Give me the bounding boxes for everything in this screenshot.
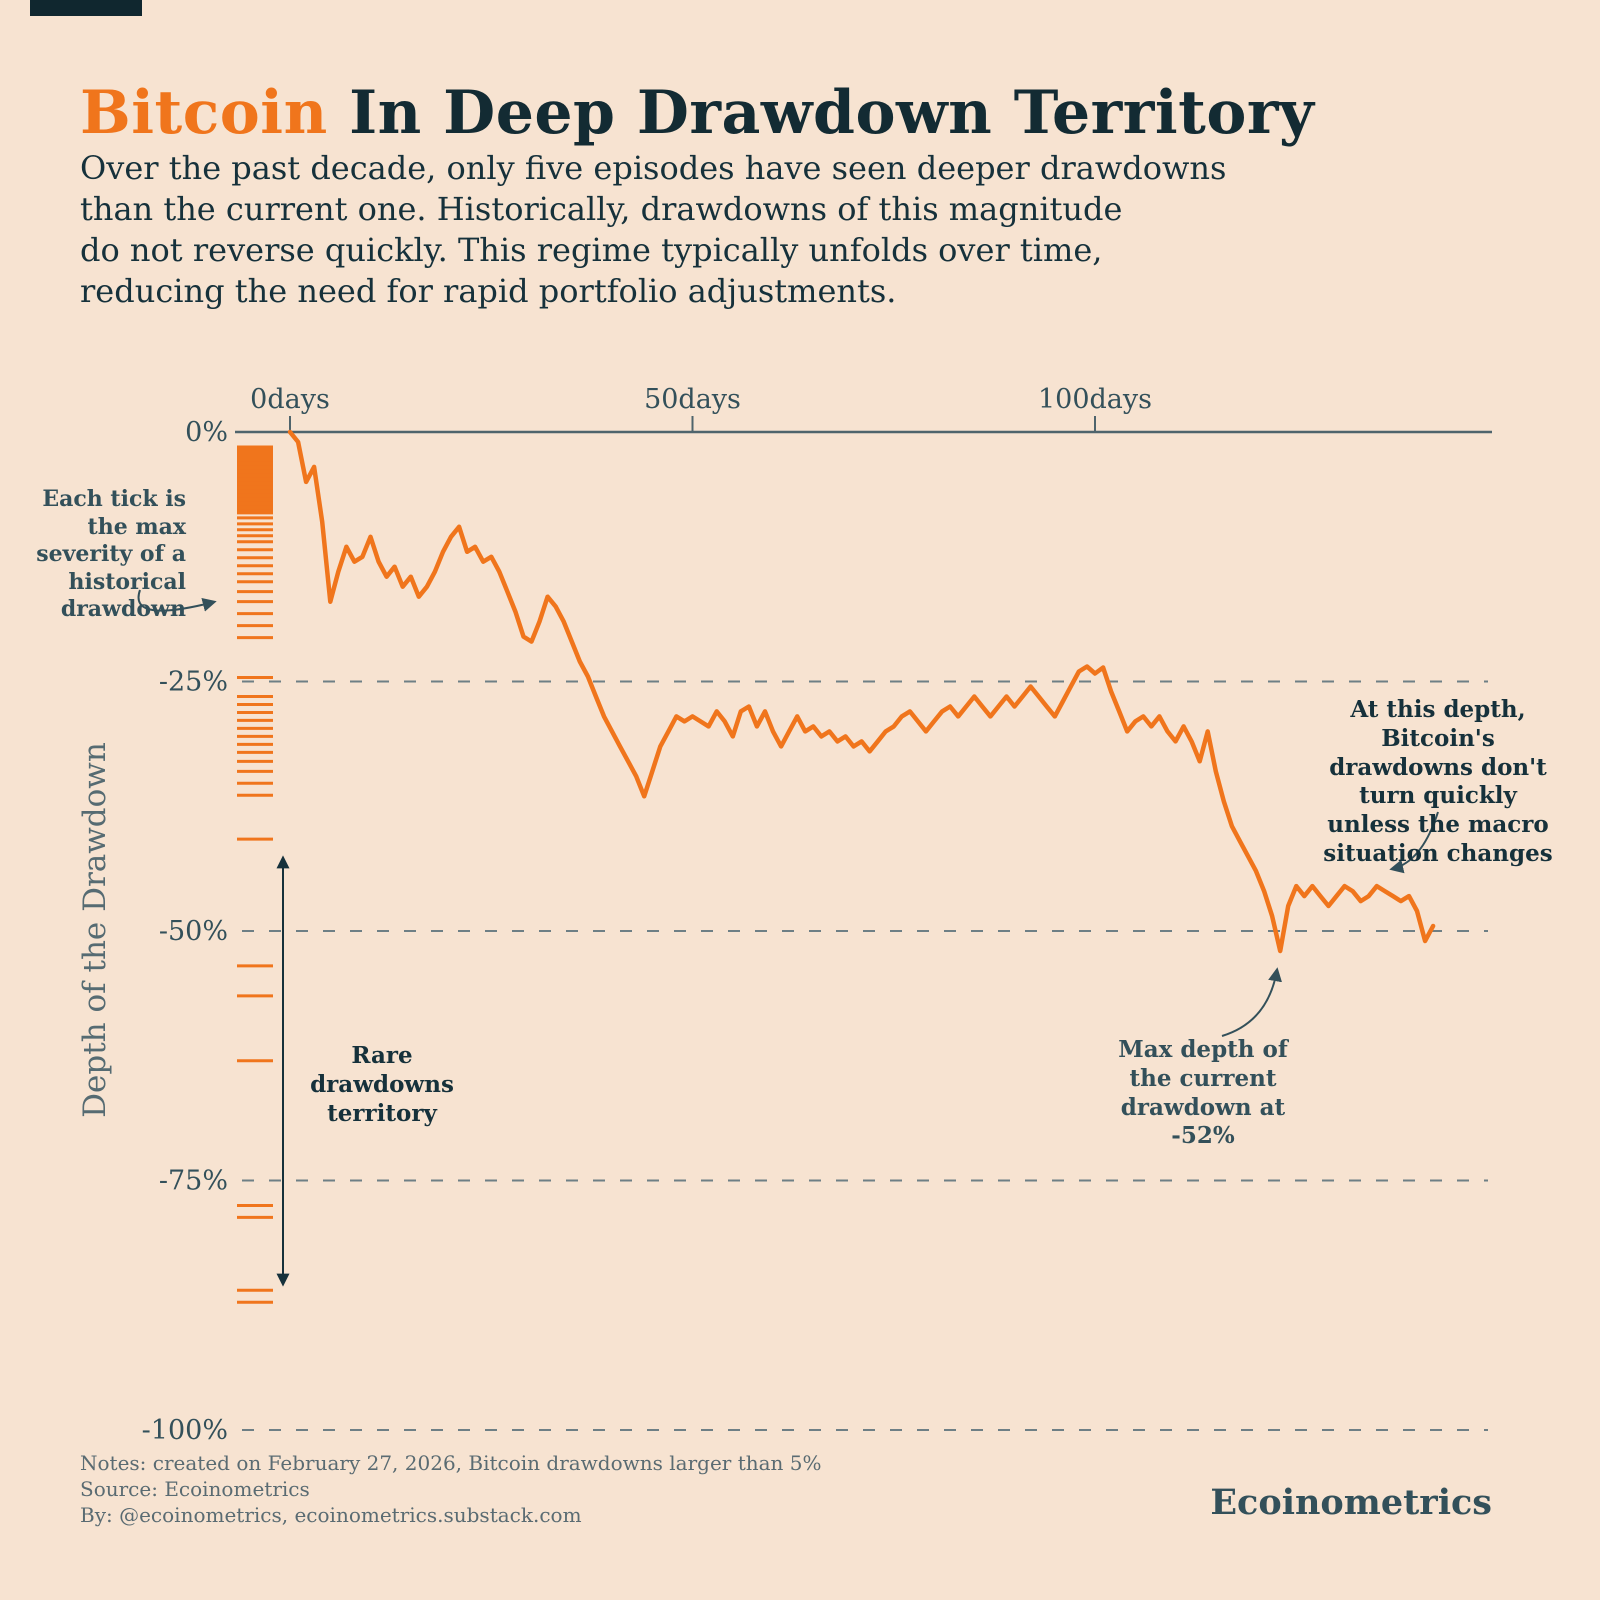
subtitle-line: than the current one. Historically, draw… (80, 189, 1123, 228)
annotation-each-tick: Each tick is the max severity of a histo… (36, 486, 186, 622)
y-tick-label: -75% (159, 1166, 228, 1197)
page-title-accent: Bitcoin (80, 78, 328, 149)
footnote-line: By: @ecoinometrics, ecoinometrics.substa… (80, 1503, 582, 1527)
at-depth-arrow (1389, 811, 1439, 874)
x-tick-label: 50days (644, 384, 741, 415)
y-tick-label: -25% (159, 667, 228, 698)
footnotes: Notes: created on February 27, 2026, Bit… (80, 1450, 822, 1528)
footnote-line: Notes: created on February 27, 2026, Bit… (80, 1451, 822, 1475)
y-tick-label: 0% (185, 417, 228, 448)
each-tick-arrow (137, 589, 217, 612)
page-title-rest: In Deep Drawdown Territory (327, 78, 1315, 149)
y-axis-title: Depth of the Drawdown (77, 742, 113, 1118)
plot-area: 0% -25% -50% -75% -100% 0days 50days 100days (142, 384, 1492, 1446)
y-tick-label: -100% (142, 1415, 228, 1446)
subtitle-line: Over the past decade, only five episodes… (80, 149, 1227, 187)
annotation-rare-territory: Rare drawdowns territory (310, 1042, 454, 1127)
x-tick-label: 100days (1038, 384, 1152, 415)
max-depth-arrow (1221, 967, 1282, 1037)
ecoinometrics-logo: Ecoinometrics (1210, 1482, 1492, 1523)
x-tick-label: 0days (250, 384, 330, 415)
page-title: Bitcoin In Deep Drawdown Territory (80, 78, 1314, 148)
drawdown-line (287, 429, 1436, 954)
subtitle: Over the past decade, only five episodes… (80, 148, 1226, 312)
annotation-arrows (137, 589, 1439, 1287)
annotation-max-depth: Max depth of the current drawdown at -52… (1118, 1036, 1288, 1150)
subtitle-line: reducing the need for rapid portfolio ad… (80, 271, 897, 310)
footnote-line: Source: Ecoinometrics (80, 1477, 310, 1501)
brand-corner-block (30, 0, 142, 16)
y-tick-label: -50% (159, 916, 228, 947)
annotation-at-this-depth: At this depth, Bitcoin's drawdowns don't… (1323, 696, 1553, 867)
subtitle-line: do not reverse quickly. This regime typi… (80, 230, 1103, 269)
